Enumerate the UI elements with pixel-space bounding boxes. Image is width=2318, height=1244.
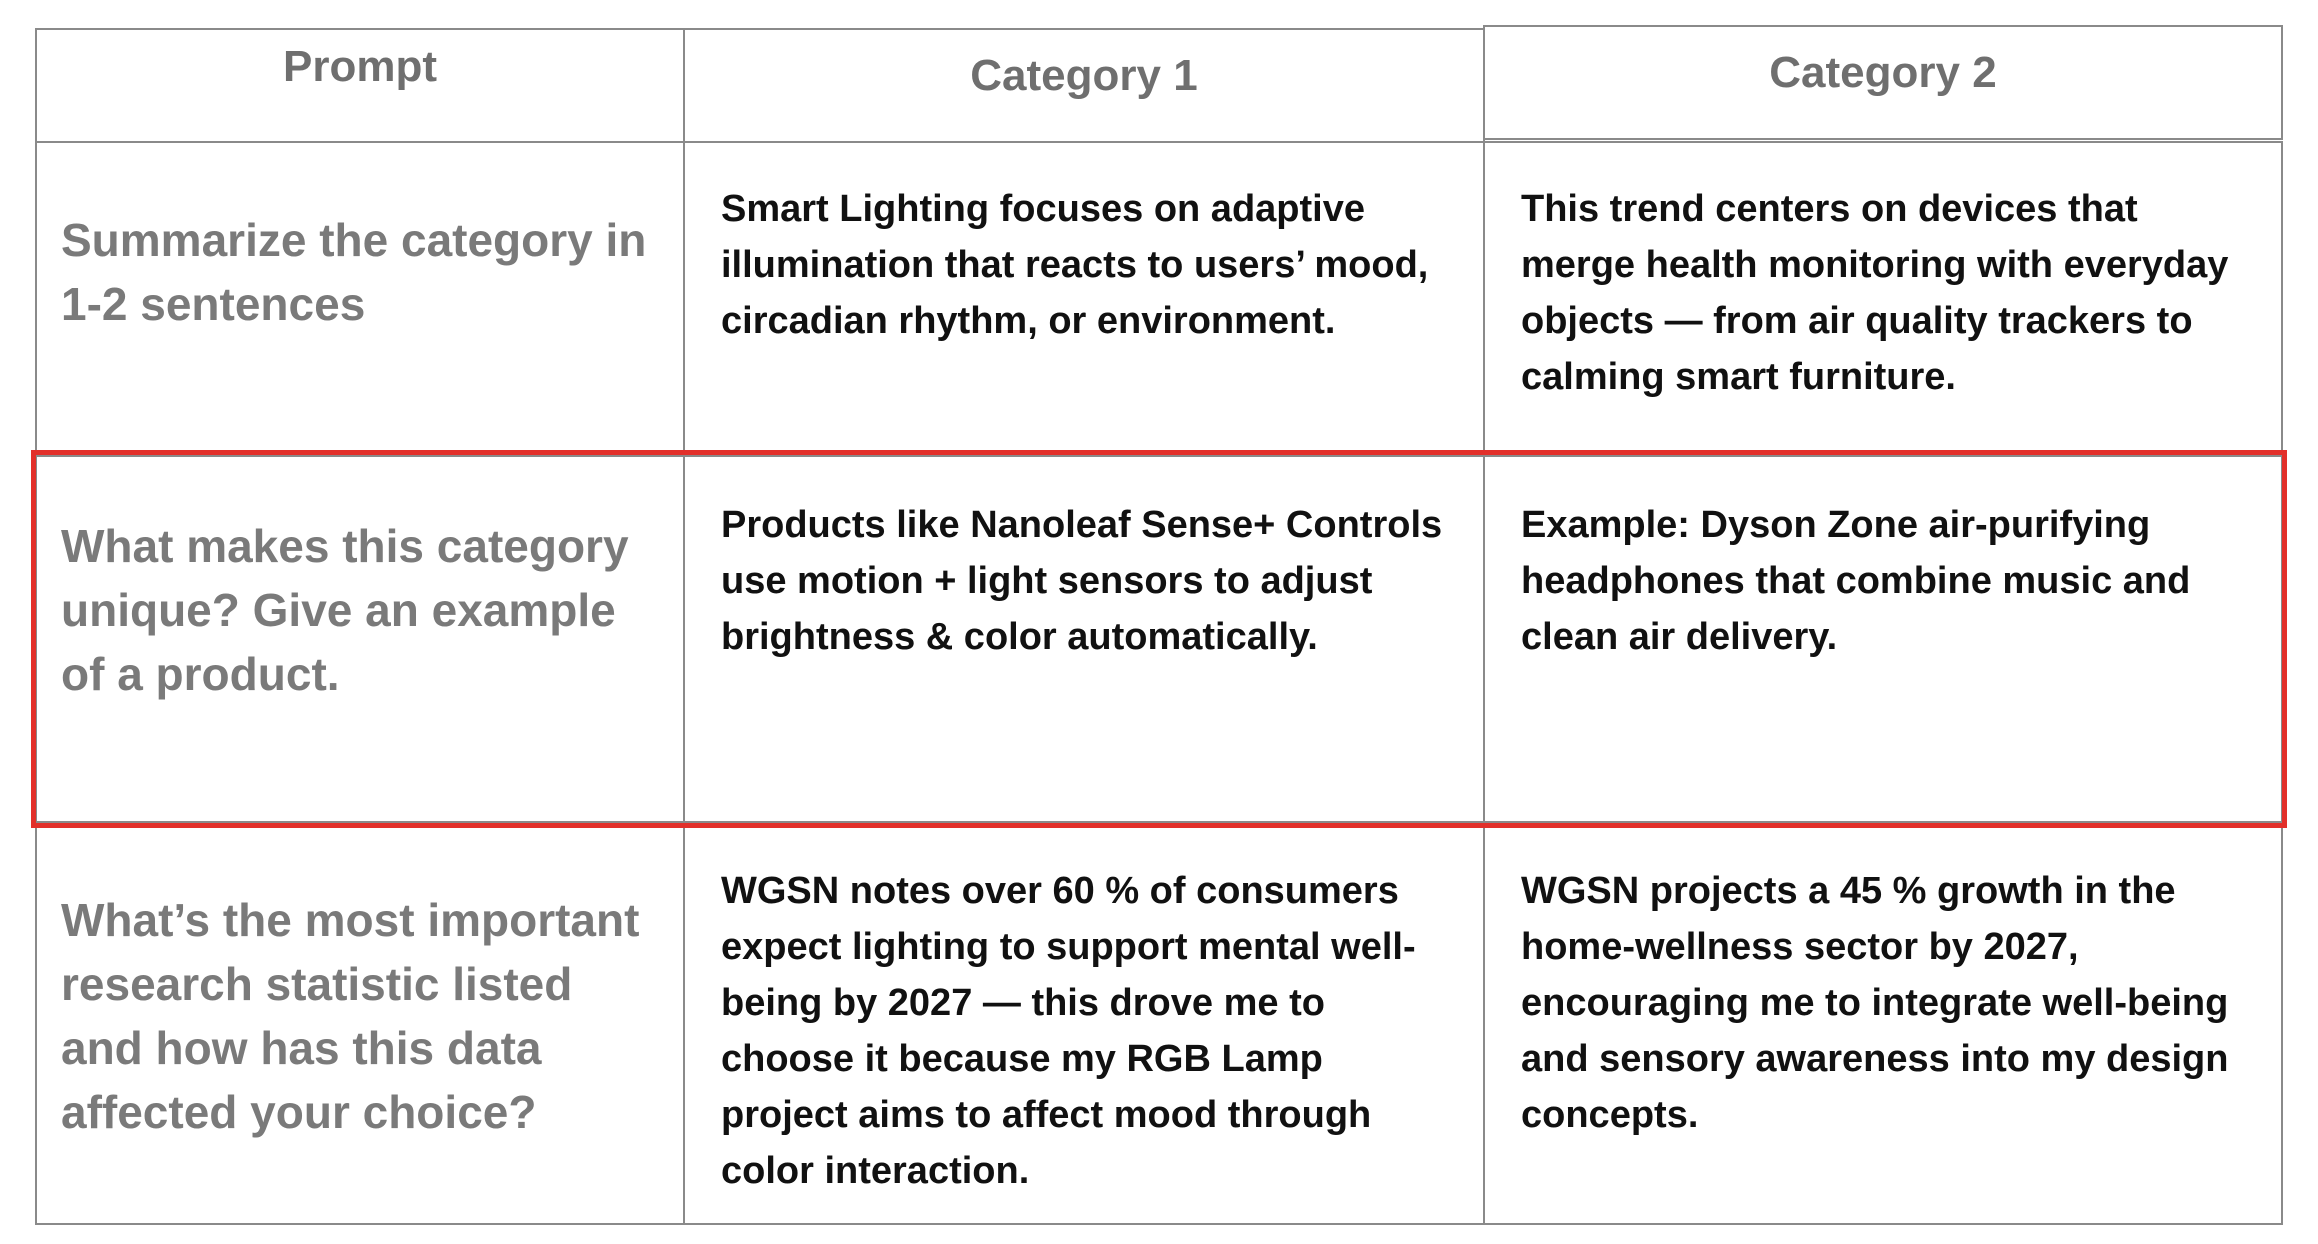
header-category-2: Category 2 [1483, 25, 2283, 140]
row-1-prompt-text: Summarize the category in 1-2 sentences [61, 214, 647, 330]
row-1-prompt: Summarize the category in 1-2 sentences [35, 141, 685, 457]
row-2-prompt: What makes this category unique? Give an… [35, 455, 685, 823]
row-2-category-1-text: Products like Nanoleaf Sense+ Controls u… [721, 504, 1443, 658]
row-2-prompt-text: What makes this category unique? Give an… [61, 520, 629, 700]
row-2-category-2-text: Example: Dyson Zone air-purifying headph… [1521, 504, 2191, 658]
row-1-category-1-text: Smart Lighting focuses on adaptive illum… [721, 188, 1429, 342]
row-1-category-1: Smart Lighting focuses on adaptive illum… [683, 141, 1485, 457]
row-3-category-2: WGSN projects a 45 % growth in the home-… [1483, 821, 2283, 1225]
header-category-2-label: Category 2 [1769, 47, 1997, 97]
row-2-category-1: Products like Nanoleaf Sense+ Controls u… [683, 455, 1485, 823]
row-1-category-2-text: This trend centers on devices that merge… [1521, 188, 2229, 398]
row-2-category-2: Example: Dyson Zone air-purifying headph… [1483, 455, 2283, 823]
row-3-category-1: WGSN notes over 60 % of consumers expect… [683, 821, 1485, 1225]
row-3-category-1-text: WGSN notes over 60 % of consumers expect… [721, 870, 1416, 1192]
row-3-prompt-text: What’s the most important research stati… [61, 894, 640, 1138]
row-3-category-2-text: WGSN projects a 45 % growth in the home-… [1521, 870, 2229, 1136]
header-category-1-label: Category 1 [970, 50, 1198, 100]
header-prompt-label: Prompt [283, 41, 437, 91]
comparison-table: Prompt Category 1 Category 2 Summarize t… [31, 25, 2287, 1225]
row-3-prompt: What’s the most important research stati… [35, 821, 685, 1225]
header-prompt: Prompt [35, 28, 685, 143]
row-1-category-2: This trend centers on devices that merge… [1483, 141, 2283, 457]
header-category-1: Category 1 [683, 28, 1485, 143]
